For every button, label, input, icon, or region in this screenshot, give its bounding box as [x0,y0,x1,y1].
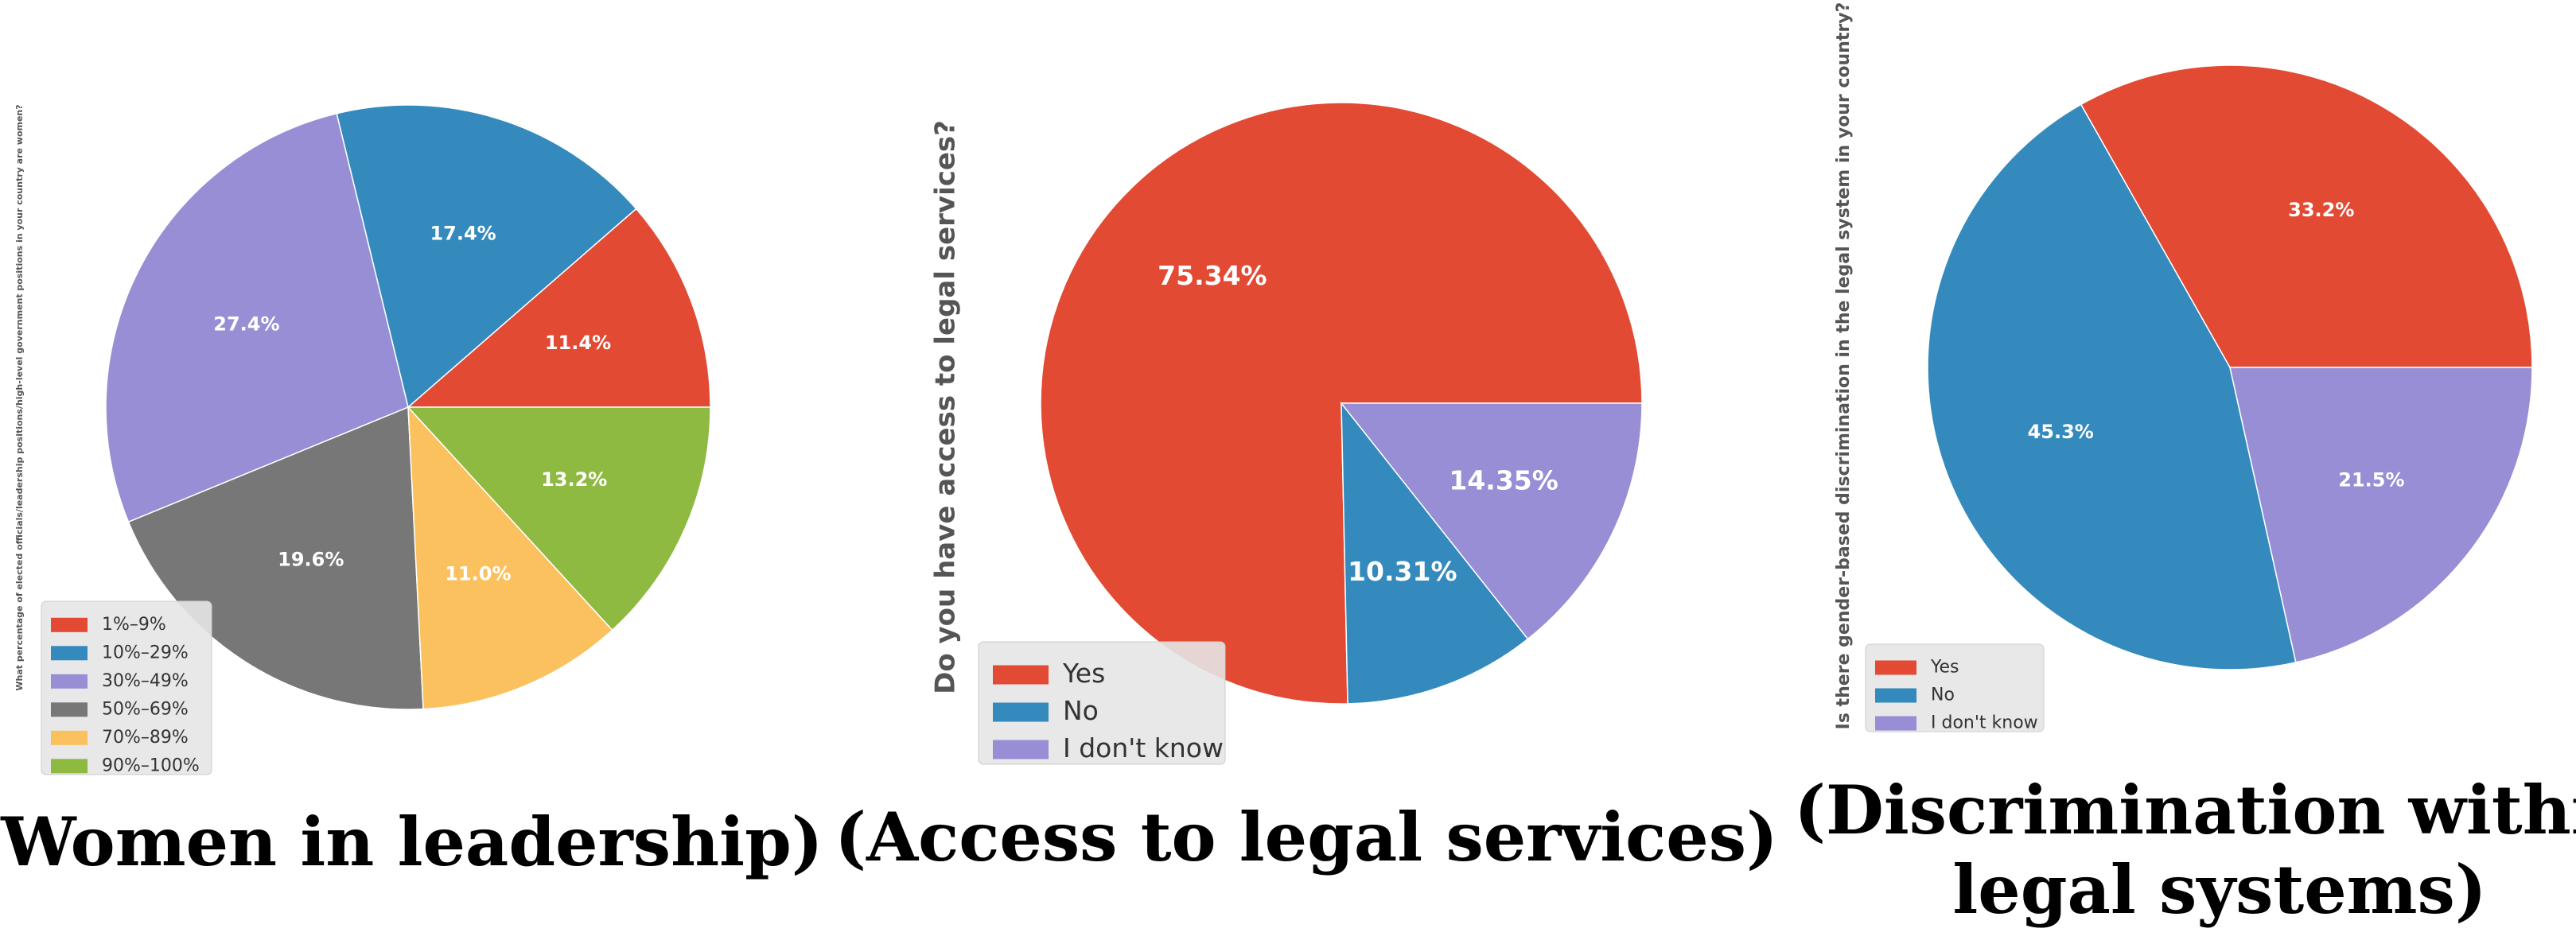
legend-label-50-69: 50%–69% [102,699,189,719]
data-label-yes: 75.34% [1158,260,1267,291]
legend-swatch-yes [1875,660,1916,675]
chart-caption: (Women in leadership) [0,802,823,881]
data-label-30-49: 27.4% [213,313,279,336]
data-label-i-don-t-know: 21.5% [2338,469,2404,491]
pie-slice-10-29 [336,104,637,409]
data-label-1-9: 11.4% [545,332,611,354]
legend-label-yes: Yes [1930,658,1959,678]
legend: 1%–9% 10%–29% 30%–49% 50%–69% 70%–89% 90%–100… [41,600,212,775]
legend-swatch-1-9 [51,617,88,632]
data-label-i-don-t-know: 14.35% [1449,464,1558,495]
pie-slice-90-100 [407,406,711,631]
legend-label-yes: Yes [1062,658,1105,689]
legend-label-10-29: 10%–29% [102,643,189,662]
legend-label-70-89: 70%–89% [102,728,189,748]
legend-swatch-yes [993,665,1049,685]
pie-slice-70-89 [407,405,613,710]
pie-slice-30-49 [105,112,409,523]
legend-swatch-50-69 [51,702,88,717]
y-axis-label: What percentage of elected officials/lea… [14,104,25,690]
legend-label-i-don-t-know: I don't know [1063,732,1224,763]
data-label-10-29: 17.4% [430,223,496,245]
data-label-70-89: 11.0% [445,562,511,585]
pie-slice-i-don-t-know [2229,367,2533,663]
legend-label-no: No [1931,686,1955,705]
legend-swatch-no [1875,688,1916,703]
pie-slice-1-9 [406,208,711,408]
data-label-50-69: 19.6% [278,549,344,571]
data-label-no: 10.31% [1348,556,1457,587]
legend-label-90-100: 90%–100% [102,756,200,775]
legend-label-i-don-t-know: I don't know [1931,713,2038,733]
legend-label-30-49: 30%–49% [102,671,189,691]
legend: Yes No I don't know [978,641,1226,765]
legend: Yes No I don't know [1865,643,2045,733]
data-label-yes: 33.2% [2288,199,2354,221]
data-label-no: 45.3% [2028,421,2094,443]
legend-swatch-no [993,702,1049,722]
pie-slice-i-don-t-know [1340,402,1643,640]
data-label-90-100: 13.2% [541,468,607,491]
legend-swatch-10-29 [51,646,88,661]
legend-swatch-30-49 [51,674,88,689]
legend-swatch-70-89 [51,730,88,745]
pie-slice-no [1341,401,1529,705]
pie-slice-yes [2080,64,2533,368]
pie-chart-access-to-legal-services: Do you have access to legal services? 75… [835,102,1778,876]
pie-chart-discrimination-within-legal-systems: Is there gender-based discrimination in … [1794,2,2576,929]
y-axis-label: Do you have access to legal services? [930,120,962,694]
pie-slice-50-69 [127,406,424,710]
legend-swatch-i-don-t-know [993,740,1049,759]
legend-swatch-i-don-t-know [1875,716,1916,731]
chart-caption: (Access to legal services) [835,798,1778,876]
chart-caption-line-1: (Discrimination within [1794,771,2576,849]
chart-caption-line-2: legal systems) [1952,850,2486,929]
legend-label-no: No [1063,695,1099,726]
pie-chart-women-in-leadership: What percentage of elected officials/lea… [0,104,823,881]
legend-swatch-90-100 [51,759,88,774]
y-axis-label: Is there gender-based discrimination in … [1834,2,1854,730]
legend-label-1-9: 1%–9% [102,615,166,635]
pie-slice-no [1927,103,2297,670]
